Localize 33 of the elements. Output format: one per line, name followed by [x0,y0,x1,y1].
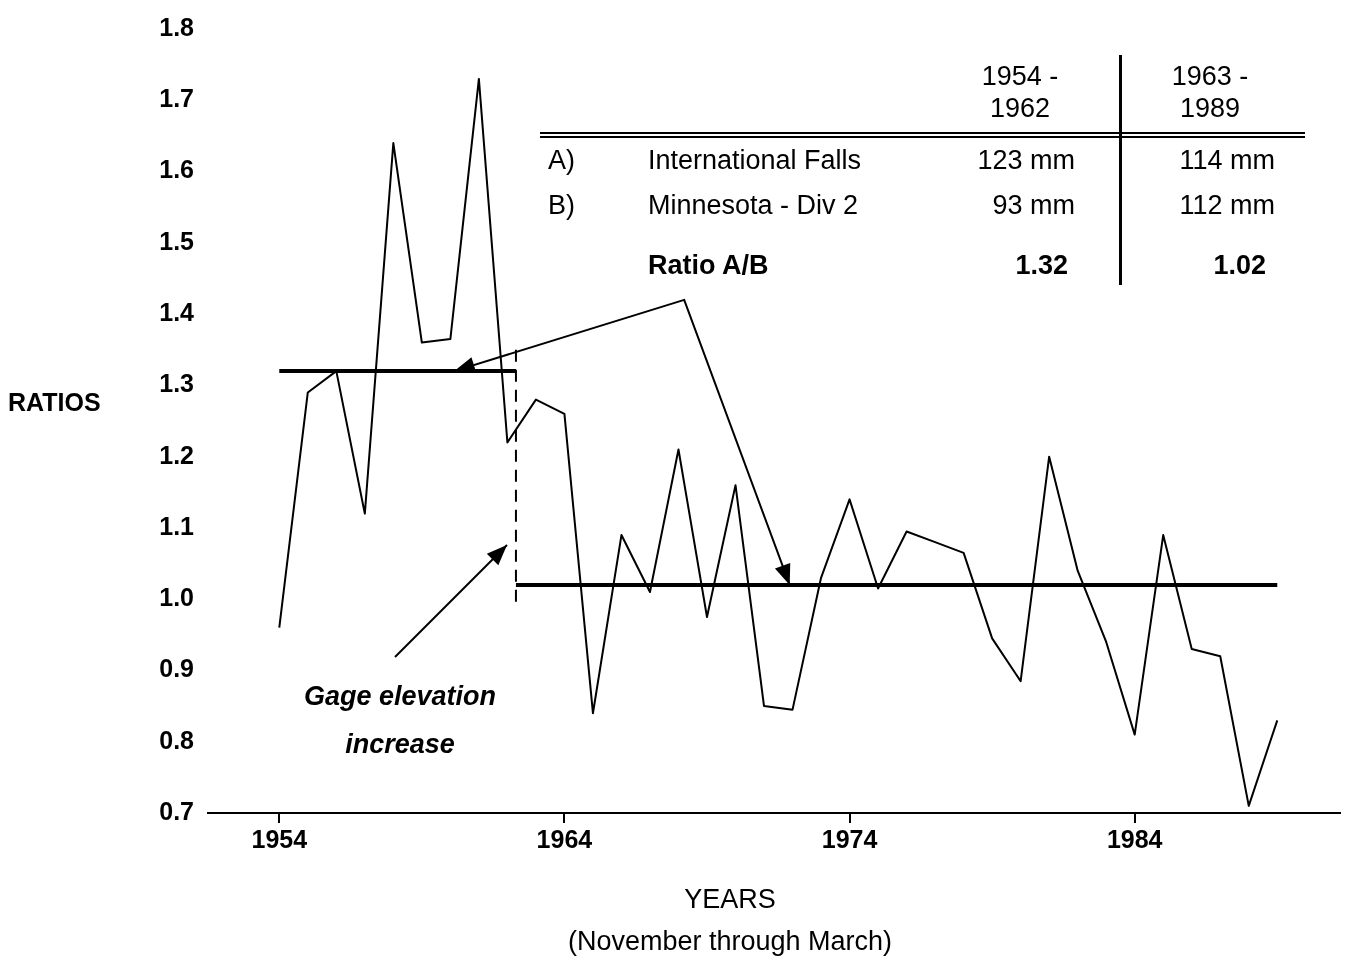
annotation: A) [548,145,575,176]
annotation: 93 mm [992,190,1075,221]
annotation: Ratio A/B [648,250,769,281]
annotation: 112 mm [1179,190,1275,221]
y-tick-label: 1.3 [159,369,194,398]
annotation: Gage elevation increase [302,680,498,761]
annotation: 1.32 [1015,250,1068,281]
text: (November through March) [566,926,894,957]
annotation: Minnesota - Div 2 [648,190,859,221]
y-tick-label: 0.8 [159,725,195,754]
annotation: 114 mm [1179,145,1275,176]
y-tick-label: 1.2 [159,440,194,469]
x-tick-label: 1954 [251,824,308,853]
y-tick-label: 0.7 [159,796,194,825]
annotation: 1963 - 1989 [1170,60,1250,124]
y-axis-title: RATIOS [8,388,101,417]
annotation: B) [548,190,575,221]
x-axis-title: YEARS [683,884,777,915]
y-tick-label: 1.8 [159,12,195,41]
y-tick-label: 1.6 [159,155,194,184]
x-tick-label: 1984 [1106,824,1163,853]
annotation: International Falls [648,145,862,176]
x-tick-label: 1964 [536,824,593,853]
annotation: 1954 - 1962 [980,60,1060,124]
y-tick-label: 1.5 [159,226,195,255]
x-tick-label: 1974 [821,824,878,853]
annotation: 123 mm [977,145,1075,176]
annotation: 1.02 [1213,250,1266,281]
y-tick-label: 1.0 [159,583,194,612]
y-tick-label: 0.9 [159,654,194,683]
y-tick-label: 1.7 [159,84,194,113]
y-tick-label: 1.4 [159,297,195,326]
y-tick-label: 1.1 [159,511,195,540]
